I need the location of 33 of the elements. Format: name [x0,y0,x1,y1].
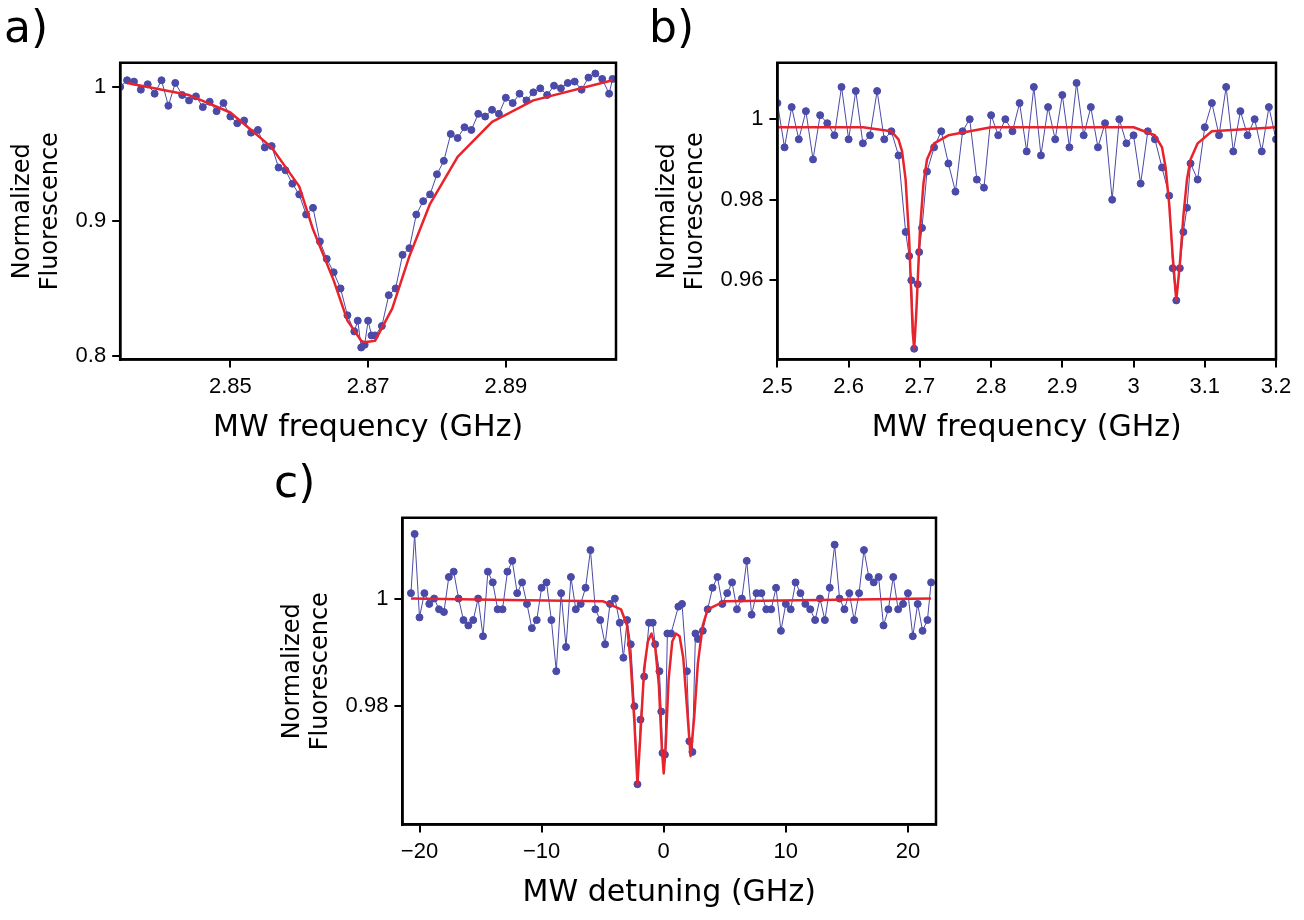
y-tick-label: 0.9 [75,207,107,233]
x-tick-label: 2.85 [208,372,252,398]
x-tick-label: 3.2 [1260,372,1292,398]
x-tick-label: −10 [522,837,561,863]
y-axis-title: Normalized Fluorescence [276,592,334,751]
y-axis-title: Normalized Fluorescence [651,132,709,291]
x-tick-label: 2.87 [346,372,390,398]
y-tick-label: 1 [376,584,389,610]
x-tick-label: 10 [773,837,799,863]
y-axis-title: Normalized Fluorescence [6,132,64,291]
x-axis-title: MW frequency (GHz) [213,407,524,443]
chart-title: a) [4,0,49,52]
y-tick-label: 0.98 [720,185,764,211]
y-tick-label: 1 [751,105,764,131]
x-tick-label: 2.89 [484,372,528,398]
y-tick-label: 0.98 [345,692,389,718]
x-tick-label: 3.1 [1189,372,1221,398]
x-tick-label: 3 [1127,372,1140,398]
x-tick-label: −20 [400,837,439,863]
x-tick-label: 2.5 [762,372,793,398]
x-tick-label: 2.7 [904,372,936,398]
y-tick-label: 0.96 [720,266,764,292]
chart-title: c) [274,455,316,507]
x-tick-label: 20 [895,837,921,863]
y-tick-label: 0.8 [75,341,107,367]
x-tick-label: 2.9 [1047,372,1078,398]
x-tick-label: 2.8 [975,372,1007,398]
x-tick-label: 0 [657,837,670,863]
y-tick-label: 1 [93,73,107,99]
x-tick-label: 2.6 [833,372,864,398]
chart-title: b) [649,0,695,52]
x-axis-title: MW frequency (GHz) [871,407,1182,443]
x-axis-title: MW detuning (GHz) [522,872,816,908]
